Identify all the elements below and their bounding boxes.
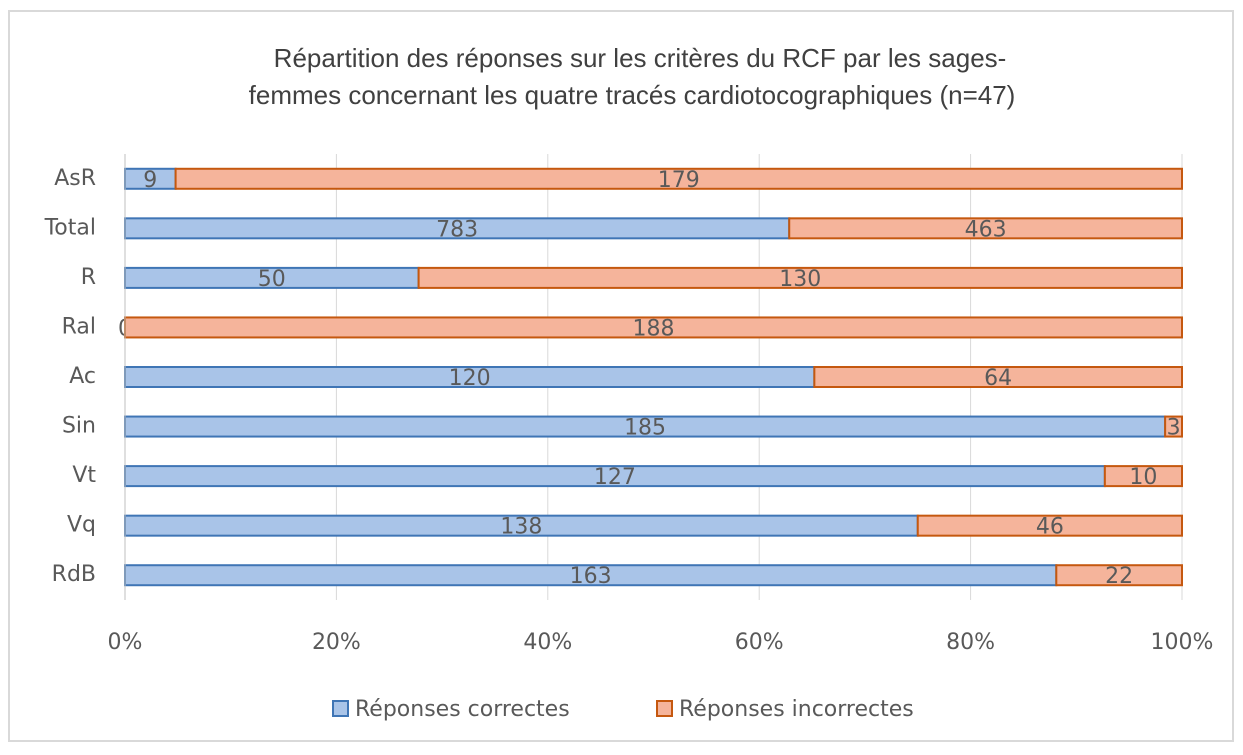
data-label: 120	[449, 366, 491, 391]
y-tick-label: Vq	[67, 513, 96, 538]
bar-segment	[1103, 465, 1183, 488]
y-tick-label: Vt	[72, 463, 96, 488]
data-label: 188	[633, 316, 675, 341]
legend-label: Réponses correctes	[355, 697, 570, 722]
y-tick-label: Total	[44, 215, 96, 240]
bar-segment	[1164, 415, 1183, 438]
y-tick-label: AsR	[54, 166, 96, 191]
data-label: 10	[1129, 465, 1157, 490]
y-tick-label: Ac	[69, 364, 96, 389]
bar-segment	[174, 167, 1183, 190]
chart-title: Répartition des réponses sur les critère…	[274, 43, 1007, 73]
x-tick-label: 0%	[108, 630, 143, 655]
legend-label: Réponses incorrectes	[679, 697, 914, 722]
x-tick-label: 80%	[946, 630, 995, 655]
legend-swatch	[332, 700, 349, 717]
x-tick-label: 100%	[1151, 630, 1214, 655]
data-label: 22	[1105, 564, 1133, 589]
data-label: 46	[1036, 515, 1064, 540]
bar-segment	[788, 217, 1183, 240]
x-tick-label: 20%	[312, 630, 361, 655]
bar-segment	[1055, 564, 1184, 587]
data-label: 783	[436, 217, 478, 242]
y-tick-label: Ral	[62, 314, 96, 339]
data-label: 127	[594, 465, 636, 490]
y-tick-label: RdB	[52, 562, 96, 587]
data-label: 185	[624, 416, 666, 441]
data-label: 179	[658, 168, 700, 193]
data-label: 50	[258, 267, 286, 292]
chart-title: femmes concernant les quatre tracés card…	[249, 80, 1016, 110]
legend-swatch	[656, 700, 673, 717]
data-label: 463	[965, 217, 1007, 242]
x-tick-label: 60%	[735, 630, 784, 655]
bar-segment	[916, 514, 1183, 537]
bar-segment	[813, 366, 1183, 388]
y-tick-label: R	[81, 265, 96, 290]
y-tick-label: Sin	[62, 414, 96, 439]
x-tick-label: 40%	[523, 630, 572, 655]
data-label: 163	[570, 564, 612, 589]
data-label: 9	[143, 168, 157, 193]
data-label: 64	[984, 366, 1012, 391]
data-label: 3	[1167, 416, 1181, 441]
data-label: 138	[500, 515, 542, 540]
data-label: 130	[779, 267, 821, 292]
bar-segment	[417, 266, 1184, 289]
